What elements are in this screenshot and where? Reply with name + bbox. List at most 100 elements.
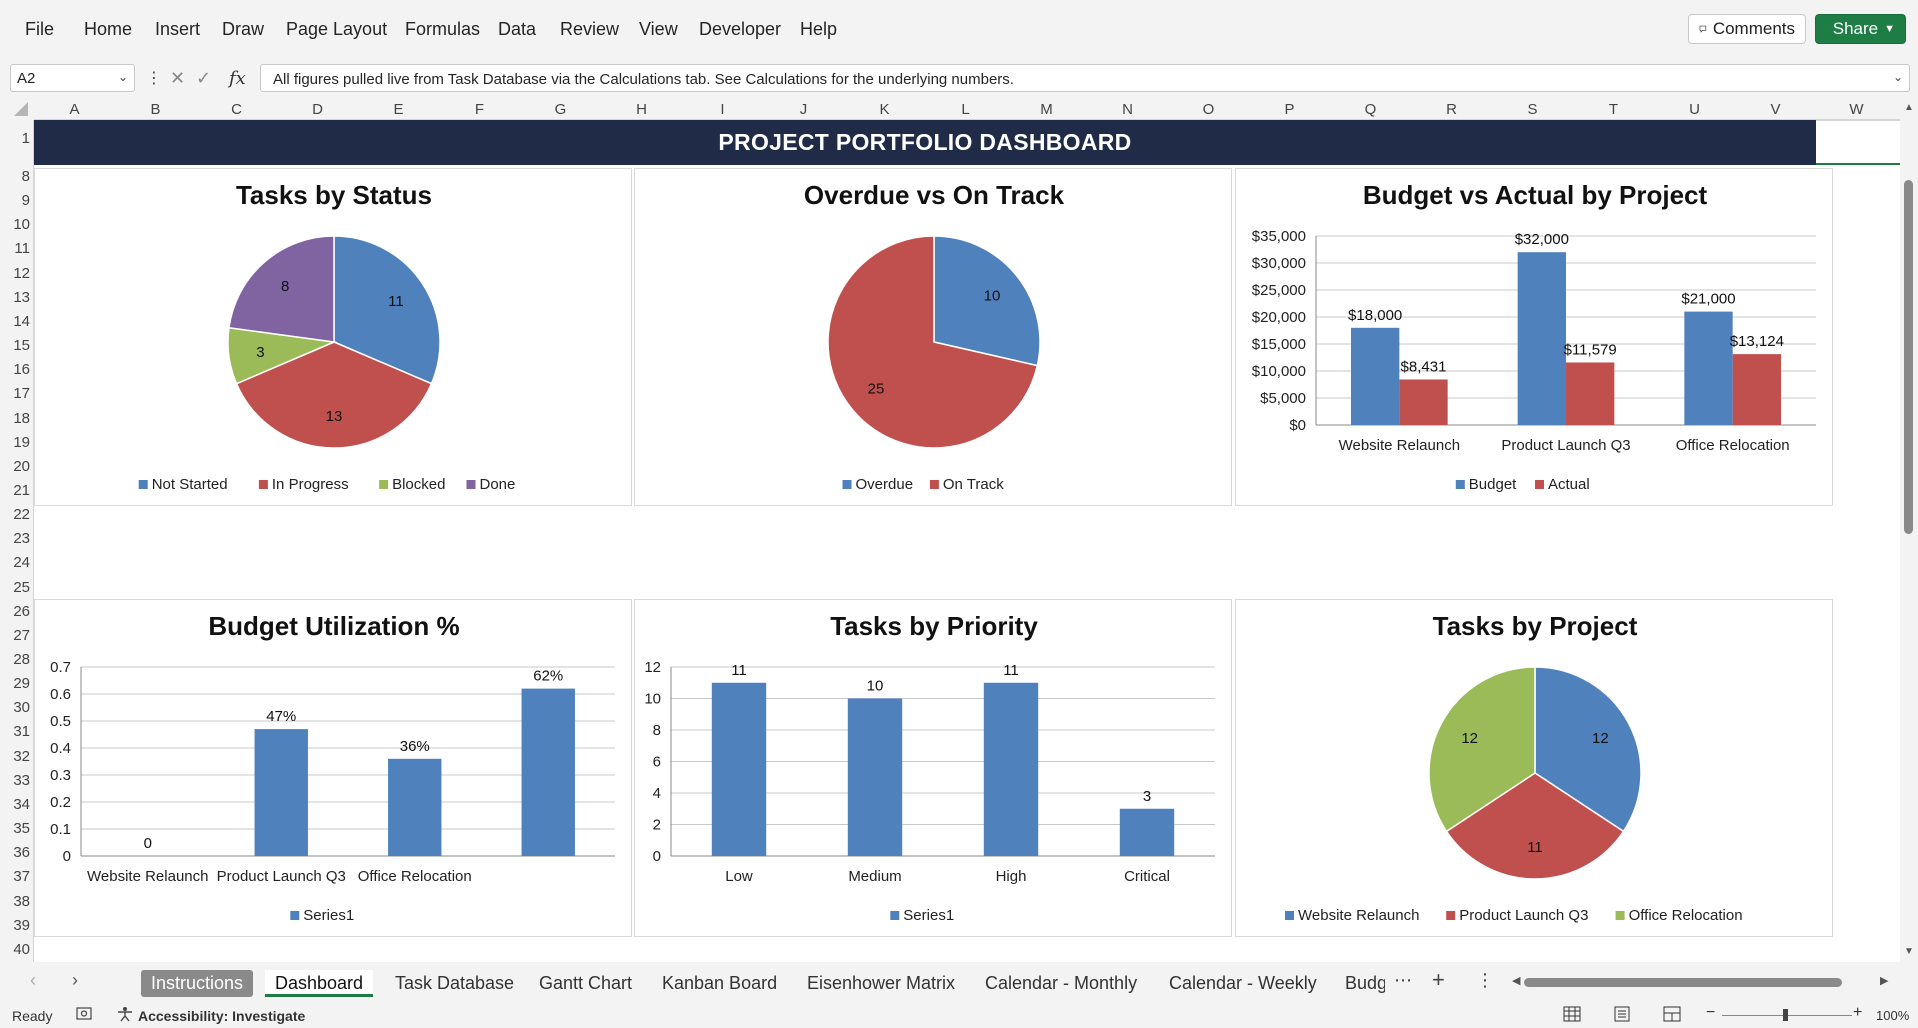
chevron-down-icon[interactable]: ⌄ [117, 70, 128, 84]
tab-kanban-board[interactable]: Kanban Board [662, 973, 778, 993]
add-sheet-icon[interactable]: + [1432, 967, 1445, 992]
menu-view[interactable]: View [639, 19, 678, 39]
tab-calendar-monthly[interactable]: Calendar - Monthly [985, 973, 1138, 993]
row-header-13[interactable]: 13 [13, 288, 30, 306]
row-header-18[interactable]: 18 [13, 409, 30, 427]
row-header-19[interactable]: 19 [13, 433, 30, 451]
tab-eisenhower-matrix[interactable]: Eisenhower Matrix [807, 973, 956, 993]
row-header-40[interactable]: 40 [13, 940, 30, 958]
column-header-m[interactable]: M [1040, 101, 1053, 118]
share-button[interactable]: Share ▼ [1815, 14, 1906, 44]
row-header-12[interactable]: 12 [13, 264, 30, 282]
row-header-1[interactable]: 1 [21, 130, 30, 147]
zoom-level[interactable]: 100% [1876, 1008, 1910, 1023]
column-header-s[interactable]: S [1527, 101, 1538, 118]
column-header-r[interactable]: R [1446, 101, 1457, 118]
row-header-16[interactable]: 16 [13, 361, 30, 379]
column-header-n[interactable]: N [1122, 101, 1133, 118]
row-header-34[interactable]: 34 [13, 795, 30, 813]
column-header-b[interactable]: B [150, 101, 161, 118]
row-header-24[interactable]: 24 [13, 554, 30, 572]
menu-developer[interactable]: Developer [699, 19, 782, 39]
row-header-25[interactable]: 25 [13, 578, 30, 596]
row-header-29[interactable]: 29 [13, 675, 30, 693]
column-header-l[interactable]: L [961, 101, 970, 118]
chevron-down-icon[interactable]: ⌄ [1892, 70, 1903, 84]
row-header-33[interactable]: 33 [13, 771, 30, 789]
horizontal-scrollbar[interactable]: ◀ ▶ [1512, 975, 1892, 988]
row-header-26[interactable]: 26 [13, 602, 30, 620]
column-header-w[interactable]: W [1849, 101, 1864, 118]
row-header-28[interactable]: 28 [13, 651, 30, 668]
scroll-down-icon[interactable]: ▼ [1904, 946, 1914, 957]
select-all-corner[interactable] [0, 98, 34, 120]
column-header-v[interactable]: V [1770, 101, 1781, 118]
scroll-up-icon[interactable]: ▲ [1904, 102, 1914, 113]
column-header-h[interactable]: H [636, 101, 647, 118]
name-box[interactable]: A2 ⌄ [10, 64, 135, 92]
column-header-i[interactable]: I [720, 101, 725, 118]
tab-task-database[interactable]: Task Database [395, 973, 515, 993]
chart-tasks-by-project[interactable]: Tasks by Project 12 11 12 Website Relaunch Pr… [1235, 599, 1833, 937]
row-header-32[interactable]: 32 [13, 747, 30, 765]
menu-draw[interactable]: Draw [222, 19, 265, 39]
menu-data[interactable]: Data [498, 19, 537, 39]
zoom-slider[interactable] [1722, 1009, 1852, 1021]
chart-tasks-by-status[interactable]: Tasks by Status 11 13 3 8 Not Started In Progr… [34, 168, 632, 506]
row-header-9[interactable]: 9 [21, 192, 30, 210]
tab-scroll-right-icon[interactable]: › [72, 970, 78, 990]
accessibility-status[interactable]: Accessibility: Investigate [138, 1008, 306, 1024]
row-header-20[interactable]: 20 [13, 457, 30, 475]
tab-gantt-chart[interactable]: Gantt Chart [539, 973, 633, 993]
row-header-11[interactable]: 11 [14, 240, 30, 258]
menu-review[interactable]: Review [560, 19, 620, 39]
column-header-a[interactable]: A [69, 101, 80, 118]
menu-insert[interactable]: Insert [155, 19, 201, 39]
column-header-q[interactable]: Q [1364, 101, 1377, 118]
row-header-35[interactable]: 35 [13, 820, 30, 838]
row-header-15[interactable]: 15 [13, 337, 30, 355]
formula-input[interactable]: All figures pulled live from Task Databa… [260, 64, 1910, 92]
row-header-37[interactable]: 37 [13, 868, 30, 886]
column-header-k[interactable]: K [879, 101, 890, 118]
tab-dashboard[interactable]: Dashboard [265, 970, 374, 997]
menu-formulas[interactable]: Formulas [405, 19, 481, 39]
vertical-scroll-thumb[interactable] [1904, 180, 1913, 534]
chart-overdue-vs-on-track[interactable]: Overdue vs On Track 10 25 Overdue On Track [634, 168, 1232, 506]
scroll-right-icon[interactable]: ▶ [1880, 975, 1889, 987]
macro-record-icon[interactable] [76, 1006, 94, 1025]
chart-tasks-by-priority[interactable]: Tasks by Priority 0 2 4 6 8 10 12 Low 11 Medium 10 H… [634, 599, 1232, 937]
horizontal-scroll-thumb[interactable] [1524, 978, 1842, 987]
row-header-21[interactable]: 21 [13, 481, 30, 499]
row-header-8[interactable]: 8 [21, 168, 30, 185]
menu-file[interactable]: File [25, 19, 55, 39]
zoom-in-icon[interactable]: + [1853, 1004, 1863, 1021]
row-header-17[interactable]: 17 [13, 385, 30, 403]
scroll-left-icon[interactable]: ◀ [1512, 975, 1521, 987]
row-header-36[interactable]: 36 [13, 844, 30, 862]
row-header-38[interactable]: 38 [13, 892, 30, 910]
menu-page-layout[interactable]: Page Layout [286, 19, 388, 39]
chart-budget-vs-actual[interactable]: Budget vs Actual by Project $0 $5,000 $10,0… [1235, 168, 1833, 506]
row-header-10[interactable]: 10 [13, 216, 30, 234]
row-header-23[interactable]: 23 [13, 530, 30, 548]
page-break-view-icon[interactable] [1663, 1006, 1681, 1025]
more-options-icon[interactable]: ⋮ [146, 70, 162, 87]
tab-instructions[interactable]: Instructions [141, 970, 254, 997]
row-header-14[interactable]: 14 [13, 312, 30, 330]
worksheet-grid[interactable]: PROJECT PORTFOLIO DASHBOARD Tasks by Sta… [34, 120, 1900, 962]
zoom-out-icon[interactable]: − [1706, 1004, 1716, 1021]
cancel-icon[interactable]: ✕ [170, 68, 186, 88]
tab-options-icon[interactable]: ⋮ [1476, 970, 1494, 990]
chevron-down-icon[interactable]: ▼ [1884, 23, 1895, 35]
column-header-g[interactable]: G [554, 101, 567, 118]
page-layout-view-icon[interactable] [1613, 1006, 1631, 1025]
row-header-31[interactable]: 31 [13, 723, 30, 741]
more-tabs-icon[interactable]: ⋯ [1394, 970, 1412, 990]
column-header-f[interactable]: F [474, 101, 485, 118]
column-header-o[interactable]: O [1202, 101, 1215, 118]
column-header-d[interactable]: D [312, 101, 323, 118]
column-header-e[interactable]: E [393, 101, 404, 118]
vertical-scrollbar[interactable]: ▲ ▼ [1900, 98, 1918, 962]
tab-budget[interactable]: Budg [1345, 973, 1385, 993]
